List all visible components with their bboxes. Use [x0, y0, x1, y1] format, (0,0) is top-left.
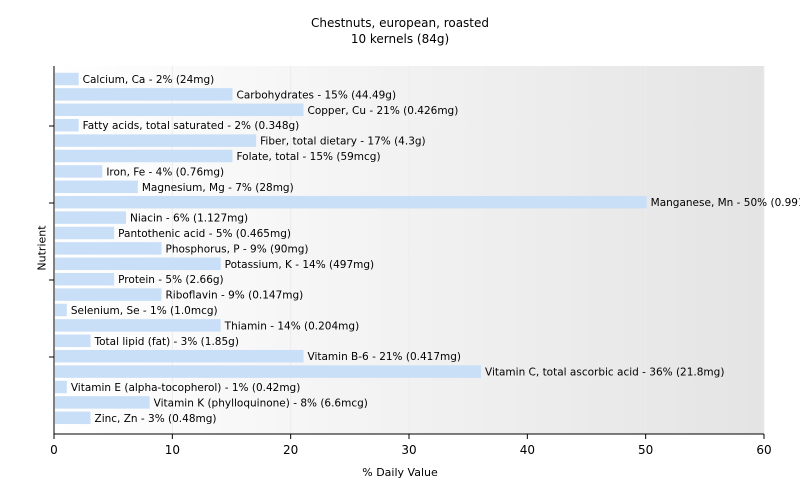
- bar-label: Manganese, Mn - 50% (0.991mg): [651, 197, 800, 209]
- bar-label: Vitamin B-6 - 21% (0.417mg): [308, 351, 462, 363]
- bar: [55, 149, 233, 163]
- bar-label: Copper, Cu - 21% (0.426mg): [308, 105, 459, 117]
- bar: [55, 103, 304, 117]
- x-tick-label: 60: [756, 443, 771, 457]
- bar-label: Protein - 5% (2.66g): [118, 274, 224, 286]
- bar-label: Fiber, total dietary - 17% (4.3g): [260, 136, 425, 148]
- bar-label: Calcium, Ca - 2% (24mg): [83, 74, 215, 86]
- bar-label: Potassium, K - 14% (497mg): [225, 259, 375, 271]
- bar: [55, 349, 304, 363]
- x-tick-label: 0: [50, 443, 58, 457]
- bar: [55, 88, 233, 101]
- bar-label: Zinc, Zn - 3% (0.48mg): [95, 413, 217, 425]
- bar: [55, 242, 162, 255]
- bar: [55, 319, 221, 332]
- bar-label: Vitamin K (phylloquinone) - 8% (6.6mcg): [154, 397, 368, 409]
- bar-label: Vitamin C, total ascorbic acid - 36% (21…: [485, 367, 724, 379]
- bar-label: Vitamin E (alpha-tocopherol) - 1% (0.42m…: [71, 382, 301, 394]
- bar: [55, 72, 79, 86]
- bar-label: Selenium, Se - 1% (1.0mcg): [71, 305, 218, 317]
- bar-label: Phosphorus, P - 9% (90mg): [166, 243, 309, 255]
- bar: [55, 211, 126, 224]
- bar-label: Carbohydrates - 15% (44.49g): [237, 89, 397, 101]
- bar-label: Iron, Fe - 4% (0.76mg): [106, 166, 224, 178]
- bar: [55, 365, 481, 378]
- bar: [55, 411, 91, 425]
- bar: [55, 195, 647, 209]
- y-axis-label: Nutrient: [35, 225, 49, 271]
- chart-subtitle: 10 kernels (84g): [350, 32, 450, 46]
- bar: [55, 396, 150, 409]
- bar: [55, 272, 115, 286]
- chart-title: Chestnuts, european, roasted: [310, 16, 490, 30]
- bar: [55, 334, 91, 348]
- bar-label: Pantothenic acid - 5% (0.465mg): [118, 228, 291, 240]
- bar-label: Folate, total - 15% (59mcg): [237, 151, 381, 163]
- x-axis-label: % Daily Value: [362, 466, 438, 479]
- x-tick-label: 20: [283, 443, 298, 457]
- bar-label: Fatty acids, total saturated - 2% (0.348…: [83, 120, 300, 132]
- bar: [55, 288, 162, 301]
- x-tick-label: 10: [165, 443, 180, 457]
- bar-label: Magnesium, Mg - 7% (28mg): [142, 182, 294, 194]
- bar: [55, 226, 115, 240]
- bar: [55, 118, 79, 132]
- x-tick-label: 50: [638, 443, 653, 457]
- x-tick-label: 40: [520, 443, 535, 457]
- bar: [55, 165, 103, 178]
- bar-label: Niacin - 6% (1.127mg): [130, 213, 248, 225]
- bar-label: Riboflavin - 9% (0.147mg): [166, 290, 304, 302]
- bar-label: Thiamin - 14% (0.204mg): [224, 320, 360, 332]
- bar: [55, 380, 67, 394]
- bar: [55, 257, 221, 271]
- bar-label: Total lipid (fat) - 3% (1.85g): [94, 336, 239, 348]
- x-tick-label: 30: [401, 443, 416, 457]
- bar: [55, 180, 138, 194]
- bar: [55, 303, 67, 317]
- bar: [55, 134, 257, 147]
